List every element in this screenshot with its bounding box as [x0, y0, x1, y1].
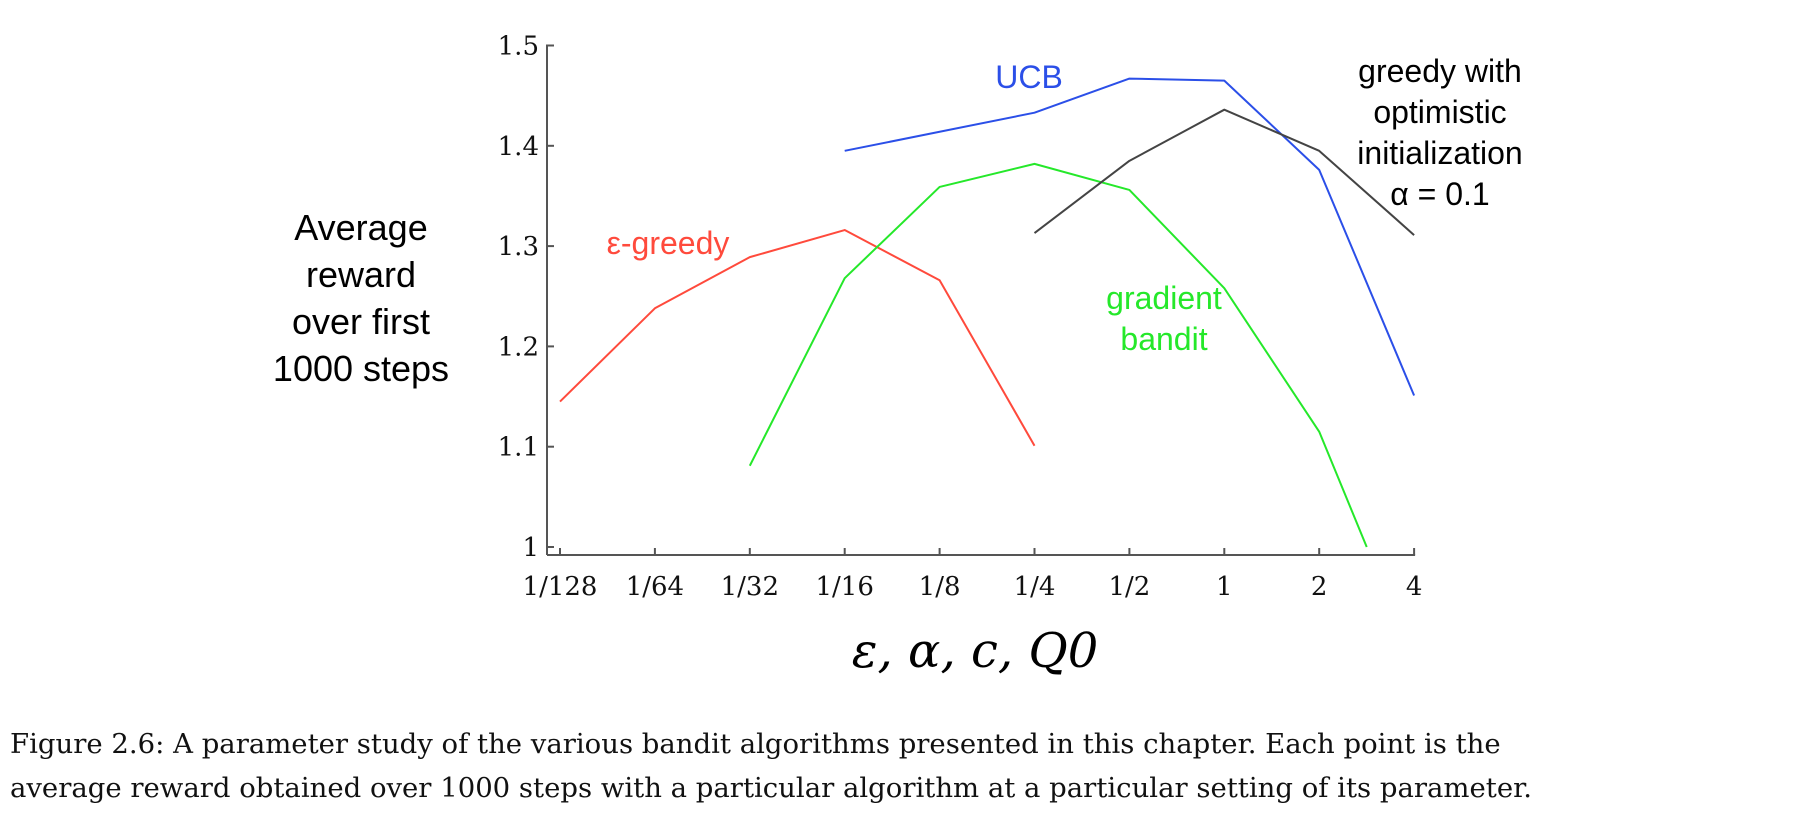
x-tick-label: 1 — [1216, 572, 1233, 602]
series-labels: ε-greedy gradient bandit UCB greedy with opti… — [607, 53, 1523, 357]
y-axis-label-text: Average reward over first 1000 steps — [273, 207, 449, 389]
series-label-line: UCB — [995, 59, 1063, 95]
y-axis-label-line: over first — [292, 301, 430, 342]
series-label-0: ε-greedy — [607, 225, 730, 261]
y-axis-label-line: reward — [306, 254, 416, 295]
series-label-2: UCB — [995, 59, 1063, 95]
y-tick-label: 1.5 — [498, 32, 539, 62]
x-tick-label: 1/32 — [721, 572, 779, 602]
series-line-2 — [844, 77, 1416, 396]
series-label-line: ε-greedy — [607, 225, 730, 261]
parameter-study-chart: 1 1.1 1.2 1.3 1.4 1.5 1/128 1/64 1/32 1/16 1/8 1/4 1… — [273, 32, 1523, 680]
x-tick-label: 1/2 — [1108, 572, 1150, 602]
series-label-1: gradient bandit — [1106, 280, 1222, 357]
series-line-0 — [559, 229, 1036, 447]
figure-caption: Figure 2.6: A parameter study of the var… — [10, 722, 1805, 810]
series-label-line: initialization — [1357, 135, 1522, 171]
y-tick-label: 1.4 — [498, 132, 539, 162]
y-axis-label: Average reward over first 1000 steps — [273, 207, 449, 389]
series-label-line: optimistic — [1373, 94, 1506, 130]
x-tick-label: 4 — [1406, 572, 1423, 602]
x-tick-label: 1/4 — [1014, 572, 1056, 602]
y-axis-label-line: Average — [294, 207, 427, 248]
y-tick-label: 1 — [522, 533, 539, 563]
x-axis-label: ε, α, c, Q0 — [852, 623, 1099, 679]
series-label-line: greedy with — [1358, 53, 1522, 89]
series-label-3: greedy with optimistic initialization α = 0… — [1357, 53, 1522, 212]
caption-line-1: Figure 2.6: A parameter study of the var… — [10, 728, 1501, 760]
y-tick-label: 1.3 — [498, 232, 539, 262]
caption-line-2: average reward obtained over 1000 steps … — [10, 772, 1532, 804]
y-tick-label: 1.1 — [498, 433, 539, 463]
series-lines — [559, 77, 1416, 548]
x-axis-label-text: ε, α, c, Q0 — [852, 623, 1099, 679]
x-tick-label: 1/128 — [523, 572, 598, 602]
x-tick-label: 1/16 — [816, 572, 874, 602]
y-tick-label: 1.2 — [498, 332, 539, 362]
series-label-line: bandit — [1120, 321, 1207, 357]
axes: 1 1.1 1.2 1.3 1.4 1.5 1/128 1/64 1/32 1/16 1/8 1/4 1… — [498, 32, 1423, 603]
series-line-1 — [748, 162, 1368, 548]
x-tick-label: 1/8 — [919, 572, 961, 602]
series-label-line: gradient — [1106, 280, 1222, 316]
x-tick-label: 1/64 — [626, 572, 684, 602]
series-label-line: α = 0.1 — [1390, 176, 1489, 212]
x-tick-label: 2 — [1311, 572, 1328, 602]
y-axis-label-line: 1000 steps — [273, 348, 449, 389]
series-line-3 — [1033, 108, 1415, 236]
